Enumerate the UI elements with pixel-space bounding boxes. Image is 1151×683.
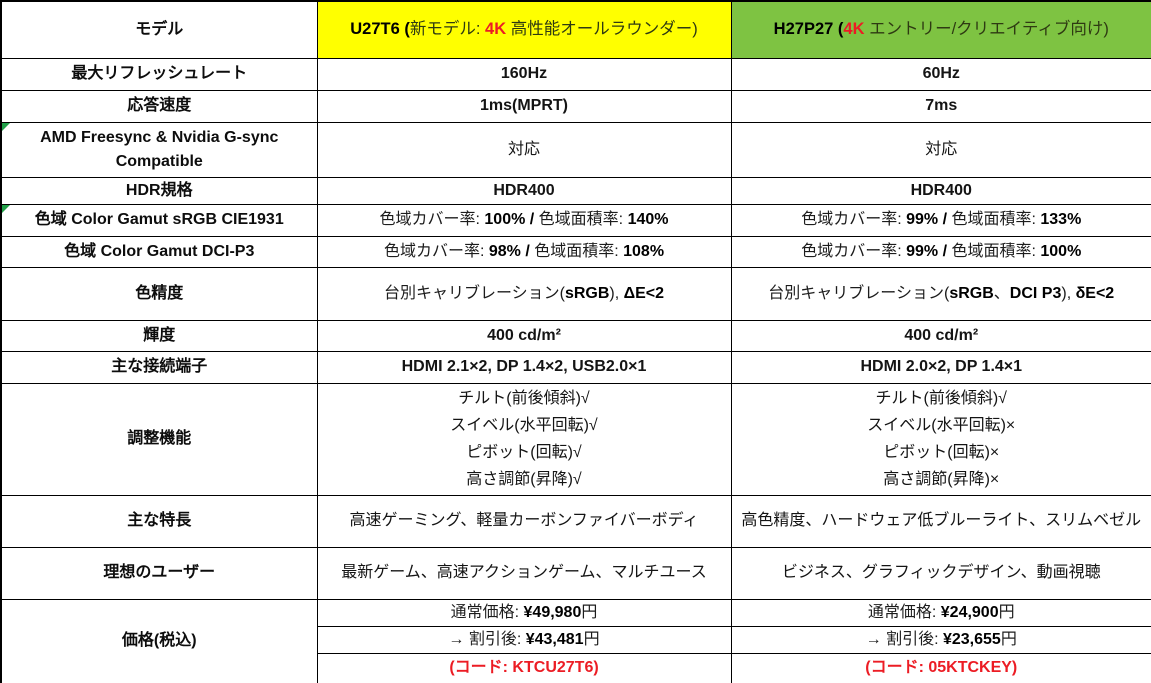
price-code-h27p27: (コード: 05KTCKEY)	[730, 652, 1151, 683]
refresh-rate-label: 最大リフレッシュレート	[0, 57, 318, 91]
row-sync-compat: AMD Freesync & Nvidia G-sync Compatible …	[0, 121, 1151, 178]
sync-compat-u27t6: 対応	[316, 121, 732, 178]
row-refresh-rate: 最大リフレッシュレート 160Hz 60Hz	[0, 57, 1151, 91]
brightness-h27p27: 400 cd/m²	[730, 319, 1151, 352]
row-brightness: 輝度 400 cd/m² 400 cd/m²	[0, 319, 1151, 352]
price-label: 価格(税込)	[0, 598, 318, 683]
row-gamut-srgb: 色域 Color Gamut sRGB CIE1931 色域カバー率: 100%…	[0, 203, 1151, 237]
gamut-srgb-h27p27: 色域カバー率: 99% / 色域面積率: 133%	[730, 203, 1151, 237]
u27t6-header-cell: U27T6 (新モデル: 4K 高性能オールラウンダー)	[316, 0, 732, 59]
gamut-dcip3-label: 色域 Color Gamut DCI-P3	[0, 235, 318, 268]
row-response-time: 応答速度 1ms(MPRT) 7ms	[0, 89, 1151, 123]
h27p27-header-cell: H27P27 (4K エントリー/クリエイティブ向け)	[730, 0, 1151, 59]
color-accuracy-label: 色精度	[0, 266, 318, 321]
ideal-user-label: 理想のユーザー	[0, 546, 318, 600]
price-normal-u27t6: 通常価格: ¥49,980円	[316, 598, 732, 627]
gamut-srgb-u27t6: 色域カバー率: 100% / 色域面積率: 140%	[316, 203, 732, 237]
hdr-standard-label: HDR規格	[0, 176, 318, 205]
row-price-normal: 価格(税込) 通常価格: ¥49,980円 通常価格: ¥24,900円	[0, 598, 1151, 683]
key-features-u27t6: 高速ゲーミング、軽量カーボンファイバーボディ	[316, 494, 732, 548]
ports-u27t6: HDMI 2.1×2, DP 1.4×2, USB2.0×1	[316, 350, 732, 384]
refresh-rate-h27p27: 60Hz	[730, 57, 1151, 91]
ideal-user-u27t6: 最新ゲーム、高速アクションゲーム、マルチユース	[316, 546, 732, 600]
row-adjustments: 調整機能 チルト(前後傾斜)√ スイベル(水平回転)√ ピボット(回転)√ 高さ調節(…	[0, 382, 1151, 496]
refresh-rate-u27t6: 160Hz	[316, 57, 732, 91]
color-accuracy-u27t6: 台別キャリブレーション(sRGB), ΔE<2	[316, 266, 732, 321]
sync-compat-label-text: AMD Freesync & Nvidia G-sync Compatible	[40, 129, 279, 170]
gamut-dcip3-u27t6: 色域カバー率: 98% / 色域面積率: 108%	[316, 235, 732, 268]
price-discount-h27p27: → 割引後: ¥23,655円	[730, 625, 1151, 654]
gamut-srgb-label-text: 色域 Color Gamut sRGB CIE1931	[34, 211, 284, 229]
price-discount-u27t6: → 割引後: ¥43,481円	[316, 625, 732, 654]
response-time-h27p27: 7ms	[730, 89, 1151, 123]
row-price-code: (コード: KTCU27T6) (コード: 05KTCKEY)	[1, 652, 1151, 683]
response-time-u27t6: 1ms(MPRT)	[316, 89, 732, 123]
price-code-u27t6: (コード: KTCU27T6)	[316, 652, 732, 683]
ports-label: 主な接続端子	[0, 350, 318, 384]
cell-flag-triangle-icon	[2, 205, 10, 213]
key-features-label: 主な特長	[0, 494, 318, 548]
hdr-standard-h27p27: HDR400	[730, 176, 1151, 205]
model-row-label: モデル	[0, 0, 318, 59]
row-price-discount: → 割引後: ¥43,481円 → 割引後: ¥23,655円	[1, 625, 1151, 654]
color-accuracy-h27p27: 台別キャリブレーション(sRGB、DCI P3), δE<2	[730, 266, 1151, 321]
row-color-accuracy: 色精度 台別キャリブレーション(sRGB), ΔE<2 台別キャリブレーション(…	[0, 266, 1151, 321]
gamut-dcip3-h27p27: 色域カバー率: 99% / 色域面積率: 100%	[730, 235, 1151, 268]
row-ports: 主な接続端子 HDMI 2.1×2, DP 1.4×2, USB2.0×1 HD…	[0, 350, 1151, 384]
row-hdr-standard: HDR規格 HDR400 HDR400	[0, 176, 1151, 205]
row-gamut-dcip3: 色域 Color Gamut DCI-P3 色域カバー率: 98% / 色域面積…	[0, 235, 1151, 268]
brightness-u27t6: 400 cd/m²	[316, 319, 732, 352]
header-row: モデル U27T6 (新モデル: 4K 高性能オールラウンダー) H27P27 …	[0, 0, 1151, 59]
row-ideal-user: 理想のユーザー 最新ゲーム、高速アクションゲーム、マルチユース ビジネス、グラフ…	[0, 546, 1151, 600]
sync-compat-label: AMD Freesync & Nvidia G-sync Compatible	[0, 121, 318, 178]
brightness-label: 輝度	[0, 319, 318, 352]
cell-flag-triangle-icon	[2, 123, 10, 131]
key-features-h27p27: 高色精度、ハードウェア低ブルーライト、スリムベゼル	[730, 494, 1151, 548]
ports-h27p27: HDMI 2.0×2, DP 1.4×1	[730, 350, 1151, 384]
adjustments-h27p27: チルト(前後傾斜)√ スイベル(水平回転)× ピボット(回転)× 高さ調節(昇降)×	[730, 382, 1151, 496]
adjustments-u27t6: チルト(前後傾斜)√ スイベル(水平回転)√ ピボット(回転)√ 高さ調節(昇降)√	[316, 382, 732, 496]
sync-compat-h27p27: 対応	[730, 121, 1151, 178]
gamut-srgb-label: 色域 Color Gamut sRGB CIE1931	[0, 203, 318, 237]
price-normal-h27p27: 通常価格: ¥24,900円	[730, 598, 1151, 627]
response-time-label: 応答速度	[0, 89, 318, 123]
row-key-features: 主な特長 高速ゲーミング、軽量カーボンファイバーボディ 高色精度、ハードウェア低…	[0, 494, 1151, 548]
ideal-user-h27p27: ビジネス、グラフィックデザイン、動画視聴	[730, 546, 1151, 600]
hdr-standard-u27t6: HDR400	[316, 176, 732, 205]
adjustments-label: 調整機能	[0, 382, 318, 496]
